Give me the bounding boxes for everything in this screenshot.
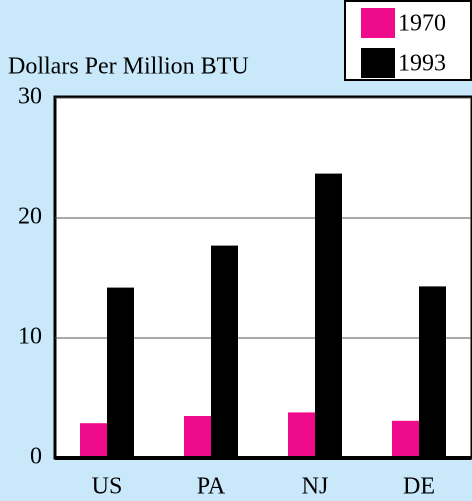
bar — [211, 245, 238, 458]
chart-title: Dollars Per Million BTU — [8, 54, 249, 80]
bar — [107, 287, 134, 458]
y-tick-label: 30 — [18, 84, 42, 110]
bar — [184, 416, 211, 458]
legend-label: 1993 — [398, 51, 446, 77]
bar — [315, 173, 342, 458]
y-tick-label: 20 — [18, 204, 42, 230]
y-tick-label: 0 — [30, 444, 42, 470]
legend-label: 1970 — [398, 11, 446, 37]
x-tick-label: US — [92, 474, 123, 500]
legend-swatch — [361, 8, 395, 38]
y-tick-label: 10 — [18, 324, 42, 350]
legend-swatch — [361, 48, 395, 78]
x-tick-label: DE — [403, 474, 435, 500]
x-tick-label: NJ — [302, 474, 329, 500]
bar — [419, 286, 446, 458]
x-tick-label: PA — [197, 474, 226, 500]
bar — [80, 423, 107, 458]
bar — [288, 412, 315, 458]
bar — [392, 420, 419, 458]
